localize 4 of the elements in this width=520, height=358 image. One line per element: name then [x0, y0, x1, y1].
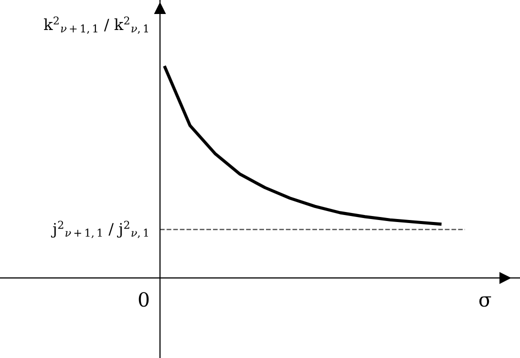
x-axis-title: σ: [479, 296, 492, 307]
ref-line-label: j$^{2}$$_{ν+1,1}$ / j$^{2}$$_{ν,1}$: [51, 220, 148, 238]
y-axis-title: k$^{2}$$_{ν+1,1}$ / k$^{2}$$_{ν,1}$: [44, 16, 148, 34]
text: 0: [138, 292, 149, 307]
